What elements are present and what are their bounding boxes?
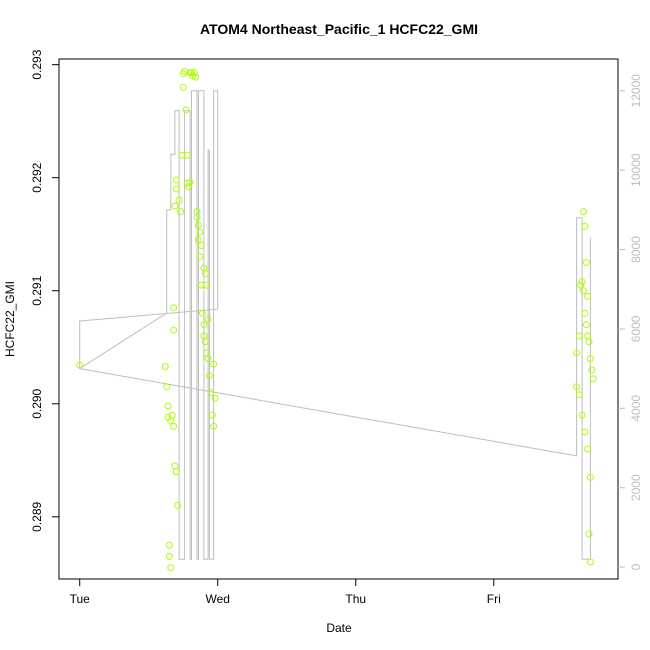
y-tick-label: 0.290 [30, 388, 44, 418]
data-point [586, 558, 594, 566]
plot-frame [58, 58, 619, 580]
data-point [203, 281, 211, 289]
data-point [170, 304, 178, 312]
data-point [170, 422, 178, 430]
data-point [586, 355, 594, 363]
data-point [581, 309, 589, 317]
data-point [201, 270, 209, 278]
y-axis: 0.289 0.290 0.291 0.292 0.293 [30, 49, 59, 532]
data-point [208, 411, 216, 419]
y-tick-label: 0.291 [30, 275, 44, 305]
y2-axis: 0 2000 4000 6000 8000 10000 12000 [618, 74, 643, 570]
y2-tick-label: 0 [629, 563, 643, 570]
data-point [584, 445, 592, 453]
data-point [188, 69, 195, 77]
x-axis-label: Date [326, 621, 352, 635]
data-point [580, 287, 587, 295]
data-point [580, 208, 587, 216]
data-point [586, 473, 594, 481]
data-point [179, 83, 187, 91]
data-point [588, 366, 596, 374]
data-point [585, 530, 593, 538]
data-point [581, 428, 589, 436]
data-point [201, 338, 209, 346]
data-point [210, 422, 218, 430]
data-point [185, 183, 193, 191]
data-point [582, 259, 590, 266]
data-point [175, 196, 183, 204]
data-point [585, 338, 593, 346]
altitude-line [79, 90, 591, 560]
y2-tick-label: 2000 [629, 474, 643, 501]
data-point [575, 332, 583, 340]
data-point [182, 106, 190, 114]
data-point [194, 221, 202, 229]
x-tick-label: Tue [70, 592, 91, 606]
x-axis: Tue Wed Thu Fri [70, 579, 501, 606]
data-point [161, 363, 169, 370]
data-point [203, 349, 211, 357]
y-tick-label: 0.289 [30, 501, 44, 531]
y2-tick-label: 4000 [629, 395, 643, 422]
data-point [172, 185, 180, 193]
data-point [192, 73, 200, 81]
data-point [578, 278, 586, 286]
data-point [199, 309, 206, 317]
data-point [582, 321, 590, 329]
data-point [207, 389, 215, 396]
x-tick-label: Thu [345, 592, 366, 606]
data-point [172, 176, 180, 184]
data-point [589, 375, 597, 383]
data-point [163, 383, 171, 391]
y2-tick-label: 12000 [629, 74, 643, 108]
data-point [196, 228, 204, 236]
data-point [168, 411, 176, 419]
data-point [210, 360, 218, 368]
y-tick-label: 0.293 [30, 49, 44, 79]
data-point [211, 394, 219, 402]
data-point [573, 349, 581, 357]
data-point [171, 202, 179, 210]
data-point [200, 321, 208, 329]
data-point [196, 253, 204, 261]
series-layer [76, 67, 597, 572]
x-tick-label: Fri [487, 592, 501, 606]
data-point [174, 502, 182, 509]
data-point [171, 462, 179, 470]
data-point [578, 411, 586, 419]
data-point [577, 281, 585, 289]
data-point [575, 391, 583, 399]
data-point [183, 151, 191, 159]
data-point [194, 236, 202, 244]
data-point [205, 372, 213, 379]
y2-tick-label: 10000 [629, 153, 643, 187]
chart-title: ATOM4 Northeast_Pacific_1 HCFC22_GMI [200, 21, 478, 37]
data-point [167, 564, 175, 572]
data-point [186, 178, 194, 186]
data-point [584, 292, 592, 300]
data-point [204, 355, 212, 363]
x-tick-label: Wed [205, 592, 229, 606]
data-point [165, 552, 173, 560]
data-point [190, 69, 198, 77]
data-point [172, 468, 180, 476]
data-point [76, 361, 84, 369]
data-point [165, 541, 173, 549]
data-point [573, 383, 581, 391]
y2-tick-label: 6000 [629, 315, 643, 342]
y-axis-label: HCFC22_GMI [3, 281, 17, 357]
data-point [581, 222, 589, 230]
data-point [197, 242, 205, 249]
data-point [170, 326, 178, 334]
data-point [193, 208, 201, 216]
data-point [204, 315, 212, 323]
data-point [164, 402, 172, 410]
data-point [177, 208, 184, 216]
data-point [584, 332, 592, 340]
y2-tick-label: 8000 [629, 236, 643, 263]
y-tick-label: 0.292 [30, 162, 44, 192]
